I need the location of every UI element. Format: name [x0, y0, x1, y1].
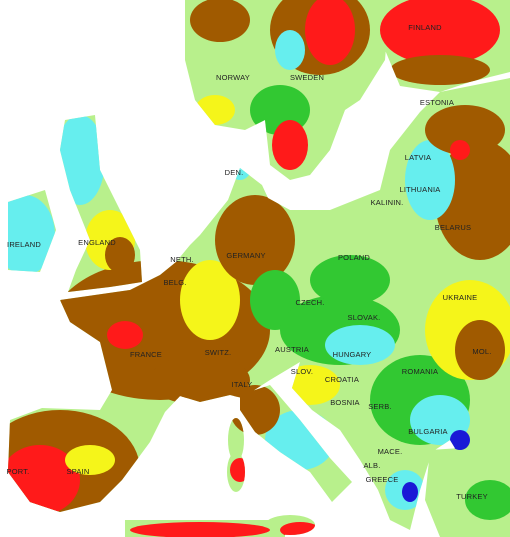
country-label: ITALY — [232, 380, 253, 389]
country-label: BOSNIA — [330, 398, 360, 407]
country-label: SPAIN — [67, 467, 90, 476]
country-label: POLAND — [338, 253, 370, 262]
country-labels: FINLAND NORWAY SWEDEN ESTONIA LATVIA LIT… — [7, 23, 492, 501]
country-label: SWEDEN — [290, 73, 324, 82]
country-label: NORWAY — [216, 73, 250, 82]
country-label: CZECH. — [295, 298, 324, 307]
country-label: CROATIA — [325, 375, 359, 384]
country-label: TURKEY — [456, 492, 488, 501]
country-label: ROMANIA — [402, 367, 438, 376]
country-label: BELARUS — [435, 223, 471, 232]
country-label: UKRAINE — [443, 293, 478, 302]
country-label: HUNGARY — [333, 350, 372, 359]
country-label: MOL. — [472, 347, 491, 356]
country-label: BELG. — [163, 278, 186, 287]
country-label: FINLAND — [408, 23, 442, 32]
country-label: ALB. — [363, 461, 380, 470]
country-label: LATVIA — [405, 153, 432, 162]
country-label: KALININ. — [371, 198, 404, 207]
country-label: MACE. — [378, 447, 403, 456]
country-label: AUSTRIA — [275, 345, 309, 354]
country-label: BULGARIA — [408, 427, 448, 436]
country-label: DEN. — [225, 168, 244, 177]
country-label: GERMANY — [226, 251, 265, 260]
country-label: ESTONIA — [420, 98, 454, 107]
country-label: FRANCE — [130, 350, 162, 359]
country-label: SLOV. — [291, 367, 313, 376]
country-label: SERB. — [368, 402, 392, 411]
country-label: SWITZ. — [205, 348, 232, 357]
country-label: GREECE — [366, 475, 399, 484]
country-label: LITHUANIA — [400, 185, 441, 194]
country-label: IRELAND — [7, 240, 41, 249]
country-label: ENGLAND — [78, 238, 116, 247]
country-label: NETH. — [170, 255, 194, 264]
country-label: SLOVAK. — [348, 313, 381, 322]
country-label: PORT. — [7, 467, 30, 476]
